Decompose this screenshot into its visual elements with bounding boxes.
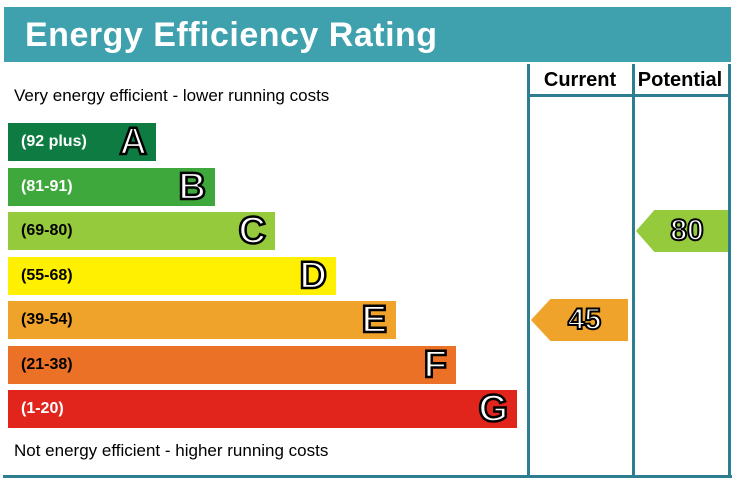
column-header-potential: Potential (637, 69, 723, 91)
band-letter: F (423, 344, 449, 386)
band-range-label: (69-80) (21, 222, 73, 239)
page-title: Energy Efficiency Rating (4, 7, 731, 62)
table-header-underline (527, 94, 731, 97)
band-range-label: (92 plus) (21, 133, 87, 150)
band-row-a: (92 plus) A (8, 121, 156, 163)
band-row-d: (55-68) D (8, 255, 336, 297)
band-range-label: (55-68) (21, 267, 73, 284)
band-letter: A (118, 121, 148, 163)
chart-bottom-border (3, 475, 732, 478)
band-letter: C (237, 210, 267, 252)
band-row-f: (21-38) F (8, 344, 456, 386)
note-very-efficient: Very energy efficient - lower running co… (14, 86, 330, 105)
band-row-c: (69-80) C (8, 210, 275, 252)
potential-rating-arrow: 80 (636, 210, 728, 252)
band-row-e: (39-54) E (8, 299, 396, 341)
potential-rating-value: 80 (669, 213, 704, 248)
band-range-label: (1-20) (21, 400, 64, 417)
band-letter: B (177, 166, 207, 208)
band-range-label: (21-38) (21, 356, 73, 373)
note-not-efficient: Not energy efficient - higher running co… (14, 441, 329, 460)
band-letter: E (360, 299, 388, 341)
band-range-label: (81-91) (21, 178, 73, 195)
band-row-b: (81-91) B (8, 166, 215, 208)
band-range-label: (39-54) (21, 311, 73, 328)
table-border-right (728, 64, 731, 475)
table-border-middle (632, 64, 635, 475)
band-row-g: (1-20) G (8, 388, 517, 430)
current-rating-arrow: 45 (531, 299, 628, 341)
table-border-left (527, 64, 530, 475)
column-header-current: Current (543, 69, 617, 91)
current-rating-value: 45 (567, 302, 602, 337)
band-letter: G (477, 388, 509, 430)
band-letter: D (298, 255, 328, 297)
